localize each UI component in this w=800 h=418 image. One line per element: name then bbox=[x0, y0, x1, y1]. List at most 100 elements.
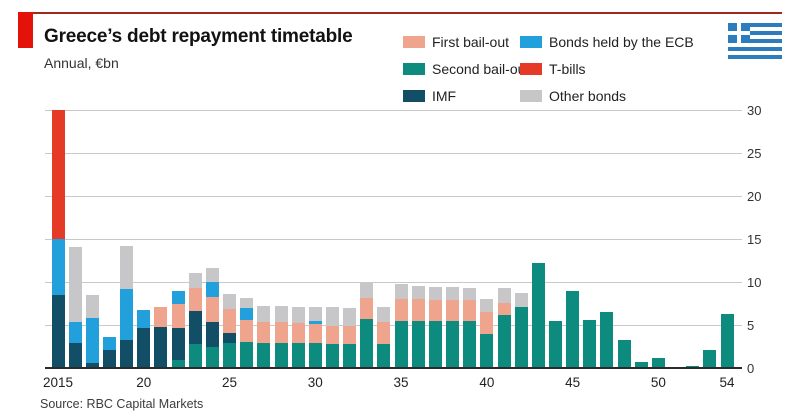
bar-segment-2016-imf bbox=[68, 343, 82, 368]
bar-segment-2024-first-bail-out bbox=[205, 296, 219, 323]
bar-segment-2025-first-bail-out bbox=[223, 308, 237, 333]
bar-segment-2030-first-bail-out bbox=[308, 324, 322, 344]
bar-segment-2037-second-bail-out bbox=[428, 320, 442, 368]
x-axis-line bbox=[45, 367, 742, 369]
x-tick-label-35: 35 bbox=[393, 375, 409, 390]
bar-segment-2035-second-bail-out bbox=[394, 320, 408, 368]
bar-segment-2033-second-bail-out bbox=[360, 318, 374, 368]
legend-item-imf: IMF bbox=[403, 88, 520, 104]
y-tick-label-30: 30 bbox=[747, 103, 762, 118]
legend-swatch-ecb-bonds bbox=[520, 35, 542, 48]
bar-segment-2033-other-bonds bbox=[360, 282, 374, 299]
y-tick-label-0: 0 bbox=[747, 361, 755, 376]
flag-canton bbox=[728, 23, 750, 43]
bar-segment-2030-other-bonds bbox=[308, 306, 322, 321]
bar-segment-2026-bonds-held-by-the-ecb bbox=[240, 307, 254, 320]
y-tick-label-15: 15 bbox=[747, 232, 762, 247]
bar-segment-2041-first-bail-out bbox=[497, 302, 511, 315]
bar-segment-2018-bonds-held-by-the-ecb bbox=[102, 337, 116, 350]
bar-segment-2026-first-bail-out bbox=[240, 319, 254, 343]
gridline-25 bbox=[45, 152, 742, 154]
bar-segment-2030-second-bail-out bbox=[308, 343, 322, 368]
y-tick-label-5: 5 bbox=[747, 318, 755, 333]
bar-segment-2034-other-bonds bbox=[377, 306, 391, 323]
bar-segment-2019-bonds-held-by-the-ecb bbox=[120, 288, 134, 340]
bar-segment-2024-bonds-held-by-the-ecb bbox=[205, 282, 219, 297]
gridline-20 bbox=[45, 195, 742, 197]
bar-segment-2038-second-bail-out bbox=[446, 320, 460, 368]
bar-segment-2040-other-bonds bbox=[480, 299, 494, 313]
legend-item-ecb-bonds: Bonds held by the ECB bbox=[520, 34, 694, 50]
bar-segment-2048-second-bail-out bbox=[617, 339, 631, 368]
bar-segment-2027-other-bonds bbox=[257, 306, 271, 322]
bar-segment-2039-other-bonds bbox=[463, 288, 477, 301]
bar-segment-2032-other-bonds bbox=[343, 307, 357, 326]
bar-segment-2037-first-bail-out bbox=[428, 300, 442, 321]
bar-segment-2030-bonds-held-by-the-ecb bbox=[308, 320, 322, 325]
bar-segment-2021-imf bbox=[154, 326, 168, 368]
x-tick-label-25: 25 bbox=[222, 375, 238, 390]
bar-segment-2020-bonds-held-by-the-ecb bbox=[137, 309, 151, 329]
bar-segment-2027-first-bail-out bbox=[257, 321, 271, 344]
bar-segment-2019-other-bonds bbox=[120, 245, 134, 289]
bar-segment-2049-second-bail-out bbox=[634, 361, 648, 368]
bar-segment-2054-second-bail-out bbox=[720, 313, 734, 368]
bar-segment-2035-first-bail-out bbox=[394, 299, 408, 321]
legend-label: IMF bbox=[432, 87, 457, 104]
bar-segment-2024-imf bbox=[205, 322, 219, 348]
legend-label: Bonds held by the ECB bbox=[549, 33, 694, 50]
x-tick-label-30: 30 bbox=[307, 375, 323, 390]
bar-segment-2033-first-bail-out bbox=[360, 298, 374, 319]
bar-segment-2016-bonds-held-by-the-ecb bbox=[68, 322, 82, 344]
bar-segment-2017-bonds-held-by-the-ecb bbox=[85, 318, 99, 363]
bar-segment-2034-first-bail-out bbox=[377, 322, 391, 344]
legend-label: T-bills bbox=[549, 60, 586, 77]
bar-segment-2016-other-bonds bbox=[68, 246, 82, 323]
bar-segment-2022-bonds-held-by-the-ecb bbox=[171, 290, 185, 304]
x-tick-label-20: 20 bbox=[136, 375, 152, 390]
bar-segment-2042-other-bonds bbox=[514, 293, 528, 307]
bar-segment-2026-other-bonds bbox=[240, 298, 254, 308]
source-note: Source: RBC Capital Markets bbox=[40, 397, 204, 411]
y-tick-label-25: 25 bbox=[747, 146, 762, 161]
legend-label: First bail-out bbox=[432, 33, 510, 50]
bar-segment-2053-second-bail-out bbox=[703, 349, 717, 368]
x-tick-label-2015: 2015 bbox=[42, 375, 74, 390]
bar-segment-2015-t-bills bbox=[51, 110, 65, 239]
bar-segment-2038-first-bail-out bbox=[446, 300, 460, 321]
bar-segment-2023-other-bonds bbox=[188, 273, 202, 289]
bar-segment-2031-other-bonds bbox=[325, 306, 339, 326]
legend-swatch-imf bbox=[403, 89, 425, 102]
bar-segment-2046-second-bail-out bbox=[583, 319, 597, 368]
flag-cross-horizontal bbox=[728, 31, 750, 35]
legend-item-t-bills: T-bills bbox=[520, 61, 694, 77]
gridline-5 bbox=[45, 324, 742, 326]
top-rule bbox=[18, 12, 782, 14]
bar-segment-2039-second-bail-out bbox=[463, 320, 477, 368]
bar-segment-2022-first-bail-out bbox=[171, 303, 185, 328]
page-subtitle: Annual, €bn bbox=[44, 55, 119, 71]
bar-segment-2034-second-bail-out bbox=[377, 343, 391, 368]
bar-segment-2037-other-bonds bbox=[428, 287, 442, 301]
bar-segment-2035-other-bonds bbox=[394, 283, 408, 300]
bar-segment-2019-imf bbox=[120, 339, 134, 368]
legend-label: Other bonds bbox=[549, 87, 627, 104]
greece-flag-icon bbox=[728, 23, 782, 59]
bar-segment-2028-first-bail-out bbox=[274, 322, 288, 344]
bar-segment-2023-second-bail-out bbox=[188, 343, 202, 368]
y-tick-label-20: 20 bbox=[747, 189, 762, 204]
legend-swatch-second-bailout bbox=[403, 62, 425, 75]
bar-segment-2015-bonds-held-by-the-ecb bbox=[51, 239, 65, 295]
bar-segment-2045-second-bail-out bbox=[566, 291, 580, 368]
bar-segment-2036-other-bonds bbox=[411, 286, 425, 300]
bar-segment-2040-second-bail-out bbox=[480, 333, 494, 368]
bar-segment-2043-second-bail-out bbox=[531, 263, 545, 368]
bar-segment-2025-other-bonds bbox=[223, 294, 237, 309]
bar-segment-2044-second-bail-out bbox=[548, 320, 562, 368]
bar-segment-2029-other-bonds bbox=[291, 306, 305, 324]
legend-item-second-bailout: Second bail-out bbox=[403, 61, 529, 77]
bar-segment-2029-second-bail-out bbox=[291, 343, 305, 368]
x-tick-label-45: 45 bbox=[565, 375, 581, 390]
x-tick-label-54: 54 bbox=[719, 375, 735, 390]
